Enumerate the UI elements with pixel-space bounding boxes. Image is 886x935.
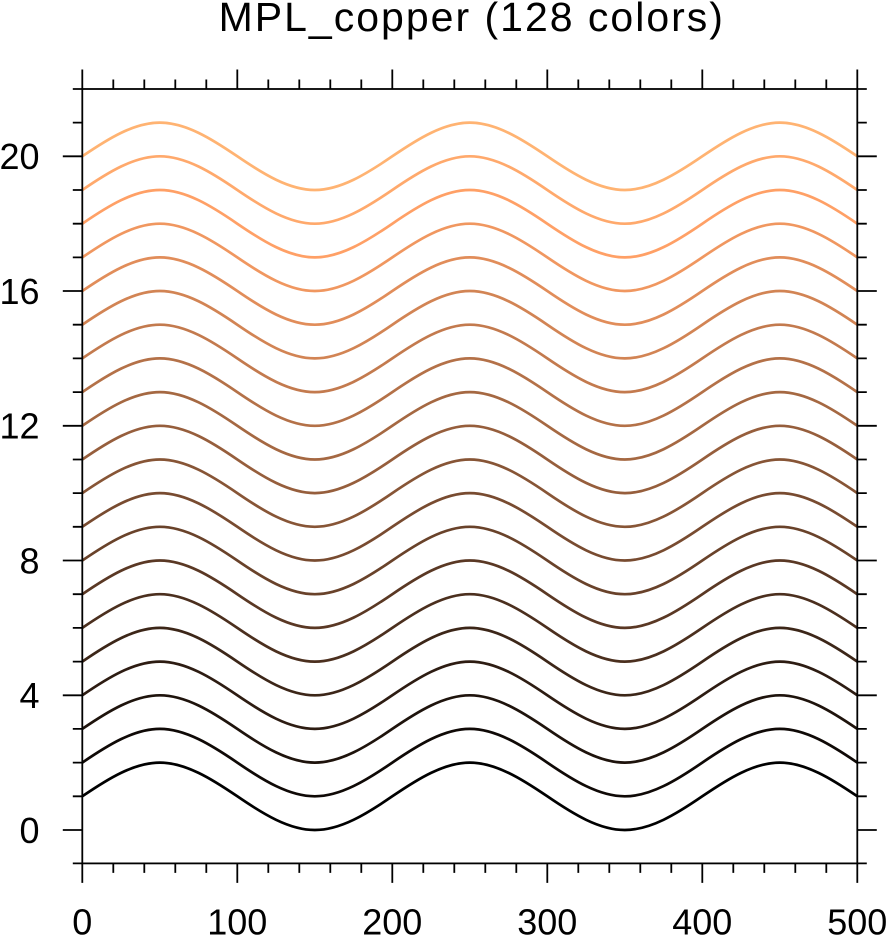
svg-text:12: 12	[0, 406, 40, 447]
svg-text:400: 400	[672, 901, 732, 935]
svg-text:4: 4	[19, 675, 39, 716]
svg-text:500: 500	[827, 901, 886, 935]
svg-text:200: 200	[362, 901, 422, 935]
svg-text:16: 16	[0, 271, 40, 312]
svg-text:20: 20	[0, 136, 40, 177]
svg-text:0: 0	[19, 810, 39, 851]
svg-text:MPL_copper (128 colors): MPL_copper (128 colors)	[219, 0, 725, 40]
svg-text:300: 300	[517, 901, 577, 935]
svg-text:0: 0	[72, 901, 92, 935]
svg-text:100: 100	[207, 901, 267, 935]
svg-text:8: 8	[19, 540, 39, 581]
